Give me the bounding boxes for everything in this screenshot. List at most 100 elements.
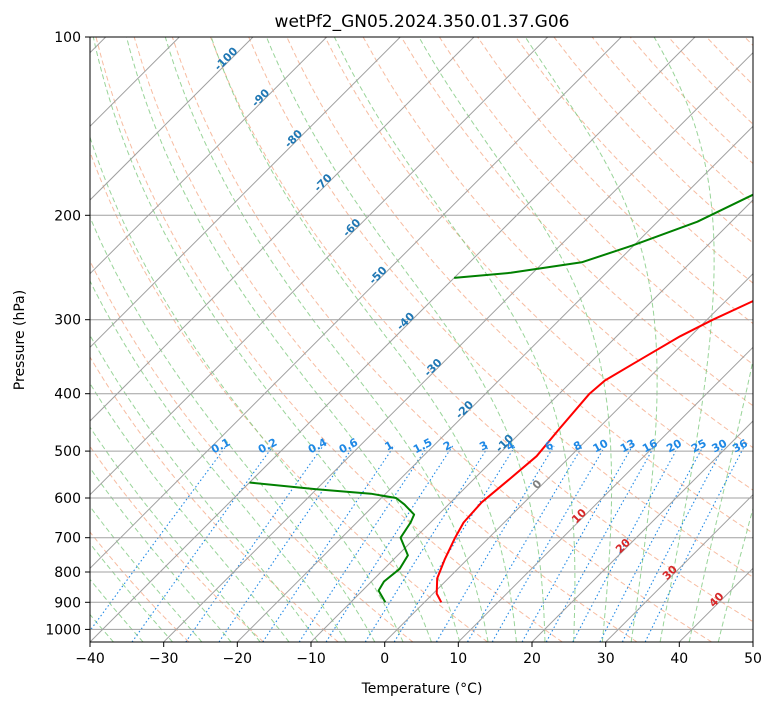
dry-adiabat xyxy=(133,37,638,642)
x-tick-label: 10 xyxy=(449,651,467,667)
mixing-ratio-lines xyxy=(90,445,746,642)
mixing-ratio-line xyxy=(545,445,656,642)
moist-adiabats xyxy=(90,37,753,642)
isotherm-line xyxy=(163,51,753,642)
mixing-ratio-line xyxy=(262,445,395,642)
moist-adiabat xyxy=(418,37,613,642)
dry-adiabat xyxy=(400,37,753,407)
x-tick-label: −40 xyxy=(75,651,105,667)
dry-adiabat xyxy=(324,37,753,491)
y-tick-label: 200 xyxy=(54,208,81,224)
isotherm-line xyxy=(384,272,753,642)
mixing-ratio-line xyxy=(325,445,454,642)
mixing-ratio-label: 30 xyxy=(710,437,730,456)
isotherm-line xyxy=(531,420,753,642)
isotherm-line xyxy=(457,346,753,642)
isotherm-line xyxy=(90,37,622,570)
y-axis-label: Pressure (hPa) xyxy=(12,290,28,390)
y-tick-label: 900 xyxy=(54,595,81,611)
plot-background xyxy=(90,37,753,642)
isotherm-line xyxy=(90,37,549,496)
isotherm-line xyxy=(90,37,696,642)
dry-adiabat xyxy=(210,37,753,623)
mixing-ratio-line xyxy=(521,445,633,642)
mixing-ratio-label: 20 xyxy=(664,437,684,456)
isotherm-line xyxy=(236,125,753,642)
sounding-profiles xyxy=(249,193,753,603)
dewpoint-profile xyxy=(249,481,416,603)
y-tick-label: 500 xyxy=(54,444,81,460)
dry-adiabat xyxy=(515,37,753,284)
moist-adiabat xyxy=(90,382,290,642)
x-tick-label: −20 xyxy=(223,651,253,667)
moist-adiabat xyxy=(688,358,753,642)
plot-frame xyxy=(89,36,754,643)
y-axis-ticks: 100 200 300 400 500 600 700 800 900 1000 xyxy=(45,30,90,638)
moist-adiabat xyxy=(717,506,753,642)
isotherm-line xyxy=(90,37,328,275)
isotherm-line xyxy=(90,37,401,349)
moist-adiabat xyxy=(90,215,376,642)
isotherms xyxy=(90,37,753,642)
x-tick-label: 50 xyxy=(744,651,762,667)
isotherm-line xyxy=(90,37,254,201)
dry-adiabat xyxy=(90,356,339,642)
dry-adiabat xyxy=(95,37,563,642)
moist-adiabat xyxy=(266,37,546,642)
mixing-ratio-line xyxy=(218,445,355,642)
chart-title: wetPf2_GN05.2024.350.01.37.G06 xyxy=(275,12,570,32)
dry-adiabat xyxy=(438,37,753,366)
dry-adiabats xyxy=(90,37,753,642)
moist-adiabat xyxy=(164,37,489,642)
mixing-ratio-line xyxy=(131,445,274,642)
y-tick-label: 800 xyxy=(54,565,81,581)
temperature-profile xyxy=(435,300,753,603)
moist-adiabat xyxy=(90,467,232,642)
mixing-ratio-label: 16 xyxy=(640,437,660,456)
mixing-ratio-label: 25 xyxy=(689,437,709,456)
y-tick-label: 100 xyxy=(54,30,81,46)
moist-adiabat xyxy=(90,426,261,642)
dry-adiabat xyxy=(90,445,264,642)
x-tick-label: −30 xyxy=(149,651,179,667)
mixing-ratio-label: 36 xyxy=(730,437,750,456)
y-tick-label: 700 xyxy=(54,531,81,547)
x-tick-label: 30 xyxy=(597,651,615,667)
x-tick-label: 20 xyxy=(523,651,541,667)
moist-adiabat xyxy=(333,37,576,642)
y-tick-label: 400 xyxy=(54,387,81,403)
mixing-ratio-label: 10 xyxy=(591,437,611,456)
y-tick-label: 1000 xyxy=(45,622,81,638)
moist-adiabat xyxy=(92,37,432,642)
moist-adiabat xyxy=(126,37,461,642)
mixing-ratio-line xyxy=(298,445,429,642)
dewpoint-profile xyxy=(454,193,753,279)
pressure-gridlines xyxy=(90,37,753,630)
y-tick-label: 600 xyxy=(54,491,81,507)
x-tick-label: 0 xyxy=(380,651,389,667)
mixing-ratio-line xyxy=(185,445,324,642)
moist-adiabat xyxy=(210,37,517,642)
mixing-ratio-label: 13 xyxy=(618,437,638,456)
isotherm-line xyxy=(90,37,475,422)
isotherm-line xyxy=(605,493,753,642)
mixing-ratio-line xyxy=(435,445,555,642)
x-axis-ticks: −40 −30 −20 −10 0 10 20 30 40 50 xyxy=(75,642,762,667)
dry-adiabat xyxy=(171,37,712,642)
mixing-ratio-line xyxy=(364,445,490,642)
dry-adiabat xyxy=(248,37,753,578)
moist-adiabat xyxy=(90,334,319,642)
mixing-ratio-line xyxy=(644,445,746,642)
mixing-ratio-line xyxy=(621,445,725,642)
dry-adiabat xyxy=(90,531,190,642)
moist-adiabat xyxy=(653,37,715,642)
moist-adiabat xyxy=(524,37,658,642)
x-tick-label: −10 xyxy=(296,651,326,667)
x-axis-label: Temperature (°C) xyxy=(361,681,483,697)
dry-adiabat xyxy=(90,150,488,642)
mixing-ratio-line xyxy=(467,445,584,642)
isotherm-line xyxy=(310,199,753,642)
y-tick-label: 300 xyxy=(54,313,81,329)
